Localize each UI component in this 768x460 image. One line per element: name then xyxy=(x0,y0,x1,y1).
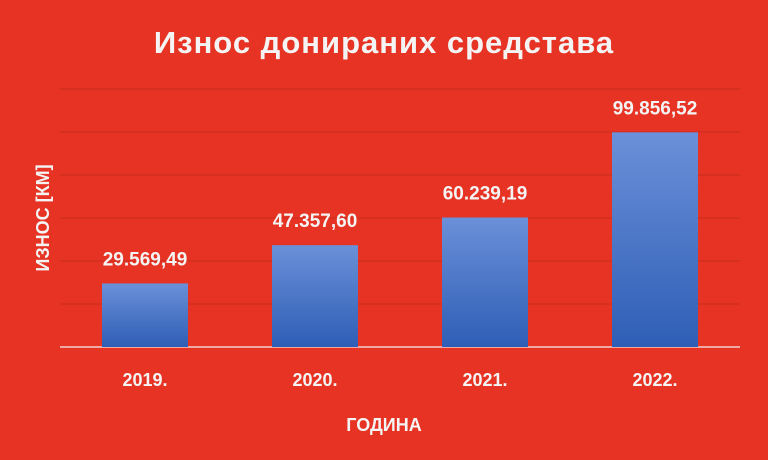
x-tick-label: 2022. xyxy=(632,370,677,390)
data-label: 99.856,52 xyxy=(613,98,698,119)
x-tick-label: 2019. xyxy=(122,370,167,390)
chart-title: Износ донираних средстава xyxy=(154,25,614,60)
bar xyxy=(102,283,188,347)
x-tick-label: 2021. xyxy=(462,370,507,390)
data-label: 47.357,60 xyxy=(273,211,358,232)
bar xyxy=(612,132,698,347)
data-label: 29.569,49 xyxy=(103,249,188,270)
y-axis-title: ИЗНОС [КМ] xyxy=(33,164,53,271)
bar xyxy=(272,245,358,347)
x-axis-title: ГОДИНА xyxy=(346,415,422,435)
x-tick-label: 2020. xyxy=(292,370,337,390)
data-label: 60.239,19 xyxy=(443,184,528,205)
bar xyxy=(442,217,528,347)
